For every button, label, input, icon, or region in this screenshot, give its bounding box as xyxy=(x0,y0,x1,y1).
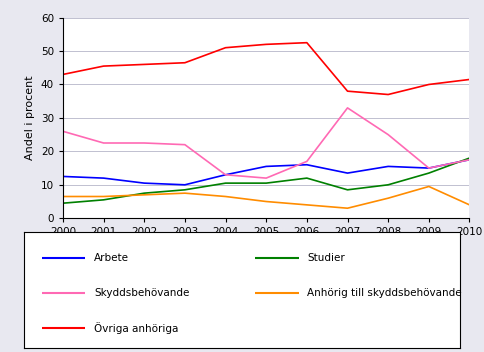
Text: Arbete: Arbete xyxy=(94,253,129,263)
X-axis label: Invandringsår: Invandringsår xyxy=(227,243,305,255)
Text: Övriga anhöriga: Övriga anhöriga xyxy=(94,322,178,334)
Text: Skyddsbehövande: Skyddsbehövande xyxy=(94,288,189,298)
Y-axis label: Andel i procent: Andel i procent xyxy=(25,76,35,160)
Text: Anhörig till skyddsbehövande: Anhörig till skyddsbehövande xyxy=(307,288,462,298)
Text: Studier: Studier xyxy=(307,253,345,263)
